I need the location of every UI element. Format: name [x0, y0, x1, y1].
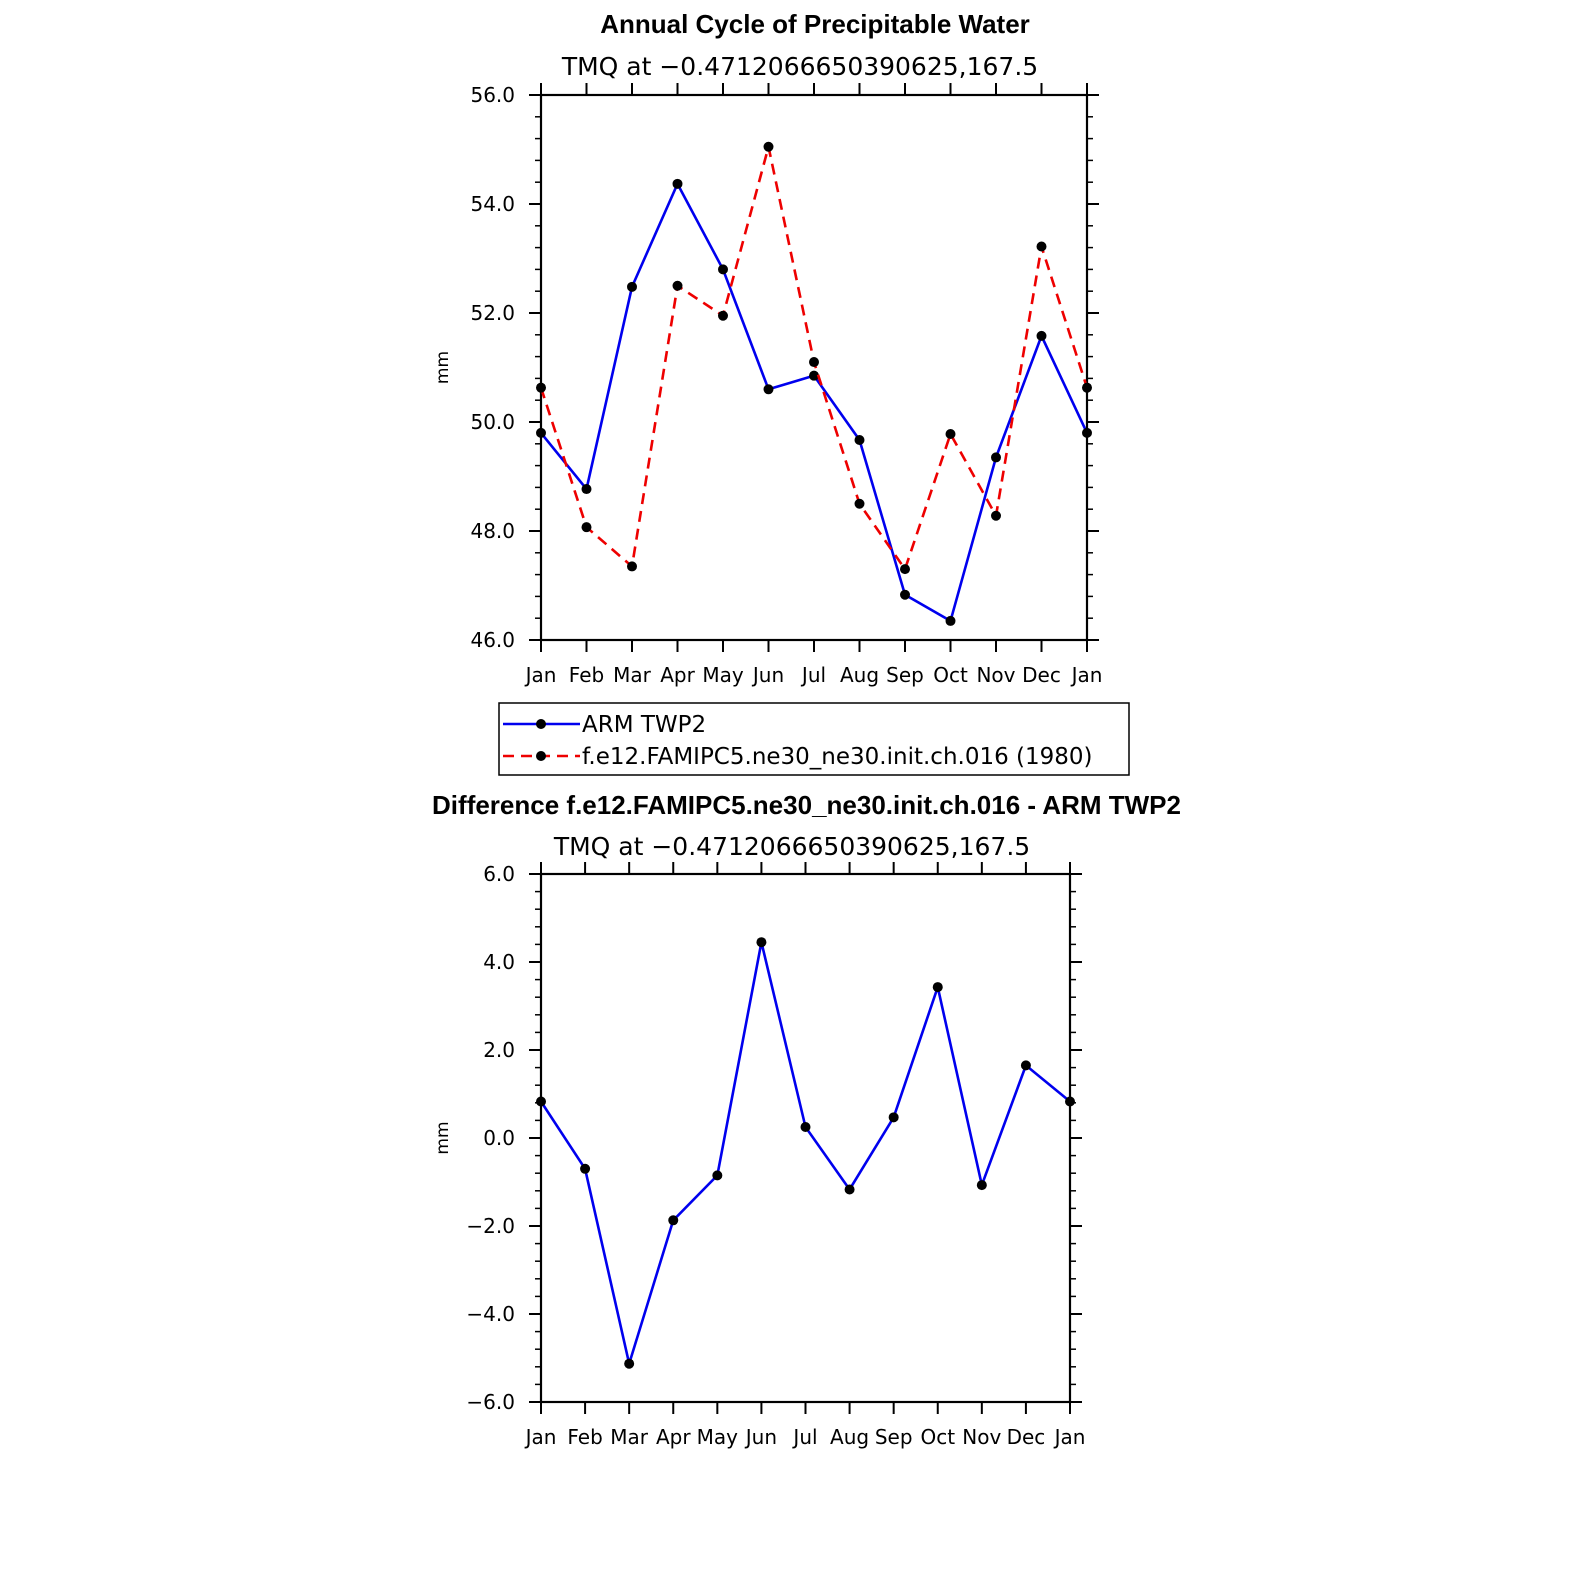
- y-tick-label: 4.0: [483, 950, 515, 974]
- x-tick-label: Oct: [920, 1425, 955, 1449]
- data-point: [712, 1170, 723, 1181]
- data-point: [718, 264, 728, 275]
- x-tick-label: Jan: [1070, 663, 1103, 687]
- x-tick-label: Jul: [800, 663, 826, 687]
- data-point: [627, 561, 637, 572]
- data-point: [976, 1180, 987, 1191]
- legend-label: f.e12.FAMIPC5.ne30_ne30.init.ch.016 (198…: [582, 744, 1093, 770]
- y-tick-label: 2.0: [483, 1038, 515, 1062]
- x-tick-label: Sep: [886, 663, 924, 687]
- data-point: [809, 370, 819, 381]
- x-tick-label: Jul: [791, 1425, 817, 1449]
- legend-marker: [536, 719, 546, 729]
- data-point: [1020, 1060, 1031, 1071]
- data-point: [536, 427, 546, 438]
- y-tick-label: 48.0: [470, 519, 515, 543]
- data-point: [900, 564, 910, 575]
- data-point: [624, 1358, 635, 1369]
- x-tick-label: Jun: [744, 1425, 777, 1449]
- y-tick-label: 56.0: [470, 83, 515, 107]
- series-line: [539, 180, 1089, 623]
- chart-subtitle: TMQ at −0.4712066650390625,167.5: [561, 52, 1038, 81]
- data-point: [1082, 382, 1092, 393]
- data-point: [1065, 1096, 1075, 1107]
- data-point: [888, 1112, 899, 1123]
- series-1: [536, 937, 1075, 1369]
- legend-marker: [536, 751, 546, 761]
- x-tick-label: Apr: [656, 1425, 691, 1449]
- y-tick-label: 0.0: [483, 1126, 515, 1150]
- data-point: [932, 982, 943, 993]
- x-tick-label: Feb: [567, 1425, 602, 1449]
- data-point: [1036, 241, 1047, 252]
- data-point: [672, 178, 683, 189]
- data-point: [668, 1215, 679, 1226]
- x-tick-label: Oct: [933, 663, 968, 687]
- chart-1: Annual Cycle of Precipitable Water TMQ at…: [433, 9, 1130, 776]
- x-tick-label: Dec: [1007, 1425, 1046, 1449]
- data-point: [854, 434, 865, 445]
- y-axis-title: mm: [433, 1121, 453, 1154]
- y-axis-title: mm: [433, 351, 453, 384]
- x-tick-label: Feb: [569, 663, 604, 687]
- y-tick-label: −6.0: [466, 1390, 515, 1414]
- data-point: [1082, 427, 1092, 438]
- x-tick-label: Aug: [840, 663, 879, 687]
- data-point: [763, 141, 774, 152]
- series-2: [536, 141, 1092, 575]
- data-point: [581, 484, 592, 495]
- data-point: [1036, 330, 1047, 341]
- data-point: [536, 382, 546, 393]
- data-point: [580, 1163, 591, 1174]
- y-tick-label: −4.0: [466, 1302, 515, 1326]
- data-point: [763, 384, 774, 395]
- x-tick-label: May: [697, 1425, 739, 1449]
- x-tick-label: May: [702, 663, 744, 687]
- x-tick-label: Jun: [751, 663, 784, 687]
- series-1: [536, 178, 1092, 626]
- x-tick-label: Sep: [875, 1425, 913, 1449]
- data-point: [945, 615, 956, 626]
- data-point: [756, 937, 767, 948]
- data-point: [718, 310, 728, 321]
- series-line: [539, 941, 1071, 1369]
- data-point: [844, 1184, 855, 1195]
- data-point: [627, 281, 637, 292]
- chart-subtitle: TMQ at −0.4712066650390625,167.5: [553, 832, 1030, 861]
- y-tick-label: 46.0: [470, 628, 515, 652]
- chart-title: Annual Cycle of Precipitable Water: [600, 9, 1030, 39]
- y-tick-label: 6.0: [483, 862, 515, 886]
- legend-box: [498, 702, 1130, 776]
- data-point: [800, 1122, 811, 1132]
- x-tick-label: Aug: [830, 1425, 869, 1449]
- x-tick-label: Jan: [524, 663, 557, 687]
- x-tick-label: Jan: [1053, 1425, 1086, 1449]
- data-point: [672, 280, 683, 291]
- x-tick-label: Mar: [613, 663, 652, 687]
- x-tick-label: Nov: [976, 663, 1015, 687]
- data-point: [945, 428, 956, 439]
- y-tick-label: 50.0: [470, 410, 515, 434]
- data-point: [536, 1096, 546, 1107]
- data-point: [991, 452, 1001, 463]
- data-point: [581, 522, 592, 533]
- y-tick-label: −2.0: [466, 1214, 515, 1238]
- data-point: [809, 357, 819, 368]
- chart-2: Difference f.e12.FAMIPC5.ne30_ne30.init.…: [432, 790, 1181, 1449]
- data-point: [854, 498, 865, 509]
- x-tick-label: Dec: [1022, 663, 1061, 687]
- legend-label: ARM TWP2: [582, 712, 706, 738]
- x-tick-label: Nov: [962, 1425, 1001, 1449]
- data-point: [900, 589, 910, 600]
- x-tick-label: Jan: [524, 1425, 557, 1449]
- chart-title: Difference f.e12.FAMIPC5.ne30_ne30.init.…: [432, 790, 1181, 820]
- y-tick-label: 52.0: [470, 301, 515, 325]
- y-tick-label: 54.0: [470, 192, 515, 216]
- x-tick-label: Apr: [660, 663, 695, 687]
- plot-frame: [539, 93, 1089, 642]
- data-point: [991, 510, 1001, 521]
- x-tick-label: Mar: [610, 1425, 649, 1449]
- legend: ARM TWP2 f.e12.FAMIPC5.ne30_ne30.init.ch.…: [498, 702, 1130, 776]
